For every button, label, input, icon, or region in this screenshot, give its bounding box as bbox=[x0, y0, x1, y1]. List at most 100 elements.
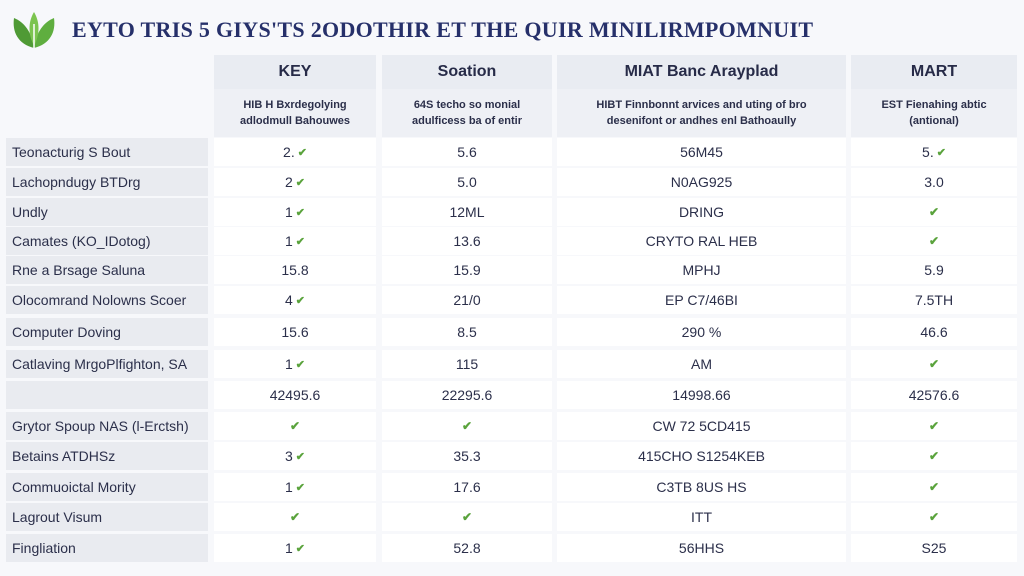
column-header: KEY bbox=[214, 55, 376, 89]
cell-value: 13.6 bbox=[453, 233, 481, 249]
cell-value: 15.6 bbox=[281, 324, 309, 340]
table-cell: 5.0 bbox=[382, 168, 552, 196]
table-cell: 5. ✔ bbox=[851, 138, 1017, 166]
table-cell: 14998.66 bbox=[557, 381, 846, 409]
check-icon: ✔ bbox=[928, 449, 940, 463]
table-cell: 1 ✔ bbox=[214, 350, 376, 378]
cell-value: 8.5 bbox=[457, 324, 477, 340]
cell-value: 115 bbox=[455, 356, 479, 372]
column-subheader-line: desenifont or andhes enl Bathoaully bbox=[606, 115, 797, 127]
table-cell: 3 ✔ bbox=[214, 442, 376, 470]
cell-value: 52.8 bbox=[453, 540, 481, 556]
column-subheader-line: EST Fienahing abtic bbox=[881, 99, 987, 111]
cell-value: 3 bbox=[284, 448, 293, 464]
table-cell: 5.9 bbox=[851, 256, 1017, 284]
cell-value: 15.9 bbox=[453, 262, 481, 278]
table-cell: ITT bbox=[557, 503, 846, 531]
table-cell: 35.3 bbox=[382, 442, 552, 470]
row-label: Commuoictal Mority bbox=[6, 473, 208, 501]
cell-value: 4 bbox=[284, 292, 293, 308]
cell-value: EP C7/46BI bbox=[665, 292, 738, 308]
check-icon: ✔ bbox=[295, 358, 305, 371]
cell-value: 5.6 bbox=[457, 144, 477, 160]
check-icon: ✔ bbox=[289, 510, 301, 524]
table-cell: ✔ bbox=[851, 442, 1017, 470]
table-cell: 2 ✔ bbox=[214, 168, 376, 196]
column-subheader: HIBT Finnbonnt arvices and uting of bro d… bbox=[557, 89, 846, 137]
cell-value: 5. bbox=[922, 144, 934, 160]
cell-value: CW 72 5CD415 bbox=[652, 418, 751, 434]
check-icon: ✔ bbox=[289, 419, 301, 433]
column-subheader-line: (antional) bbox=[909, 115, 959, 127]
page-title: EYTO TRIS 5 GIYS'TS 2ODOTHIR ET THE QUIR… bbox=[72, 17, 814, 42]
table-cell: 1 ✔ bbox=[214, 473, 376, 501]
cell-value: 7.5TH bbox=[914, 292, 954, 308]
cell-value: 35.3 bbox=[453, 448, 481, 464]
cell-value: 2 bbox=[284, 174, 293, 190]
table-cell: CW 72 5CD415 bbox=[557, 412, 846, 440]
table-cell: 15.9 bbox=[382, 256, 552, 284]
cell-value: 22295.6 bbox=[441, 387, 493, 403]
table-cell: ✔ bbox=[851, 227, 1017, 255]
table-cell: 17.6 bbox=[382, 473, 552, 501]
table-cell: 56M45 bbox=[557, 138, 846, 166]
check-icon: ✔ bbox=[297, 146, 307, 159]
cell-value: 415CHO S1254KEB bbox=[638, 448, 765, 464]
table-cell: 7.5TH bbox=[851, 286, 1017, 314]
table-cell: ✔ bbox=[851, 350, 1017, 378]
table-cell: 42576.6 bbox=[851, 381, 1017, 409]
row-label: Teonacturig S Bout bbox=[6, 138, 208, 166]
cell-value: 5.9 bbox=[924, 262, 944, 278]
cell-value: 17.6 bbox=[453, 479, 481, 495]
check-icon: ✔ bbox=[928, 419, 940, 433]
row-label: Betains ATDHSz bbox=[6, 442, 208, 470]
cell-value: ITT bbox=[691, 509, 712, 525]
table-cell: C3TB 8US HS bbox=[557, 473, 846, 501]
table-cell: ✔ bbox=[382, 412, 552, 440]
check-icon: ✔ bbox=[936, 146, 946, 159]
row-label: Rne a Brsage Saluna bbox=[6, 256, 208, 284]
check-icon: ✔ bbox=[295, 206, 305, 219]
table-cell: N0AG925 bbox=[557, 168, 846, 196]
column-subheader: EST Fienahing abtic (antional) bbox=[851, 89, 1017, 137]
column-header: Soation bbox=[382, 55, 552, 89]
column-subheader: 64S techo so monial adulficess ba of enti… bbox=[382, 89, 552, 137]
table-cell: 415CHO S1254KEB bbox=[557, 442, 846, 470]
cell-value: 290 % bbox=[681, 324, 722, 340]
check-icon: ✔ bbox=[295, 176, 305, 189]
table-cell: 290 % bbox=[557, 318, 846, 346]
table-cell: ✔ bbox=[851, 503, 1017, 531]
table-cell: CRYTO RAL HEB bbox=[557, 227, 846, 255]
table-cell: 4 ✔ bbox=[214, 286, 376, 314]
cell-value: 56HHS bbox=[678, 540, 725, 556]
column-header: MART bbox=[851, 55, 1017, 89]
check-icon: ✔ bbox=[461, 510, 473, 524]
cell-value: N0AG925 bbox=[670, 174, 733, 190]
table-cell: 1 ✔ bbox=[214, 534, 376, 562]
check-icon: ✔ bbox=[461, 419, 473, 433]
row-label: Lachopndugy BTDrg bbox=[6, 168, 208, 196]
check-icon: ✔ bbox=[295, 542, 305, 555]
row-label bbox=[6, 381, 208, 409]
table-cell: 52.8 bbox=[382, 534, 552, 562]
cell-value: 1 bbox=[284, 540, 293, 556]
column-subheader: HIB H Bxrdegolying adlodmull Bahouwes bbox=[214, 89, 376, 137]
table-cell: S25 bbox=[851, 534, 1017, 562]
table-cell: 12ML bbox=[382, 198, 552, 226]
column-header: MIAT Banc Arayplad bbox=[557, 55, 846, 89]
table-cell: 1 ✔ bbox=[214, 227, 376, 255]
cell-value: 1 bbox=[284, 479, 293, 495]
check-icon: ✔ bbox=[295, 450, 305, 463]
check-icon: ✔ bbox=[928, 234, 940, 248]
check-icon: ✔ bbox=[928, 205, 940, 219]
check-icon: ✔ bbox=[928, 480, 940, 494]
table-cell: 21/0 bbox=[382, 286, 552, 314]
cell-value: AM bbox=[691, 356, 712, 372]
cell-value: 1 bbox=[284, 356, 293, 372]
cell-value: MPHJ bbox=[682, 262, 721, 278]
table-cell: ✔ bbox=[851, 198, 1017, 226]
cell-value: CRYTO RAL HEB bbox=[645, 233, 758, 249]
cell-value: 42495.6 bbox=[269, 387, 321, 403]
cell-value: 42576.6 bbox=[908, 387, 960, 403]
column-subheader-line: 64S techo so monial bbox=[413, 99, 521, 111]
